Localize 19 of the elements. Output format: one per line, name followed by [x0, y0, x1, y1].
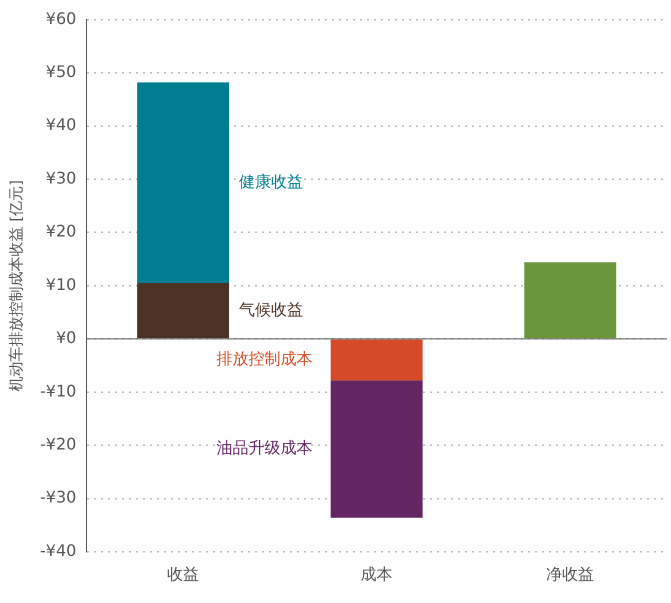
y-tick-label: -¥30 [40, 488, 76, 507]
series-label: 油品升级成本 [216, 438, 313, 458]
y-tick-label: ¥50 [46, 62, 76, 81]
y-tick-label: ¥10 [46, 274, 76, 294]
y-tick-label: ¥60 [46, 8, 76, 28]
y-tick-label: ¥40 [46, 115, 76, 134]
y-tick-label: -¥10 [40, 381, 76, 400]
x-tick-label: 成本 [360, 564, 393, 584]
y-tick-label: ¥0 [56, 328, 76, 348]
y-tick-label: -¥20 [40, 434, 76, 454]
y-axis-title: 机动车排放控制成本收益 [亿元] [6, 180, 25, 392]
series-label: 气候收益 [239, 300, 304, 319]
x-tick-label: 收益 [167, 564, 200, 584]
y-tick-label: ¥30 [46, 168, 76, 188]
x-tick-label: 净收益 [546, 564, 594, 584]
y-tick-label: ¥20 [46, 222, 76, 241]
y-tick-label: -¥40 [40, 540, 76, 560]
series-label: 排放控制成本 [216, 349, 313, 368]
series-label: 健康收益 [239, 172, 304, 191]
